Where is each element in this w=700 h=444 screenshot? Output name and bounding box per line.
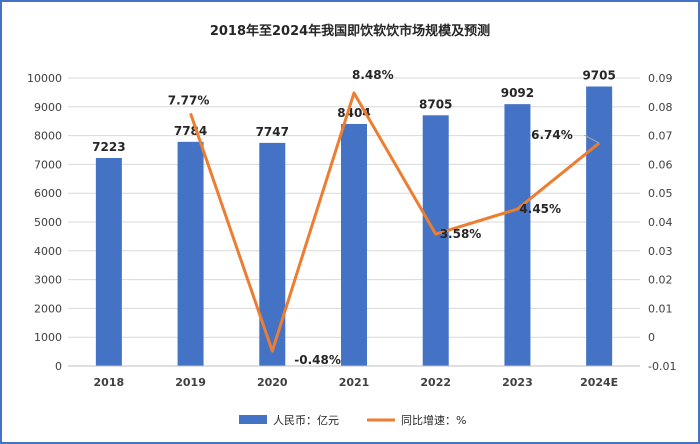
left-axis: 0 1000 2000 3000 4000 5000 6000 7000 8000 9000 100… — [27, 72, 62, 373]
bar-value-label: 9092 — [501, 86, 534, 100]
left-tick-label: 8000 — [34, 130, 62, 143]
bar — [95, 157, 122, 366]
bar-value-label: 9705 — [582, 68, 615, 82]
bar-value-label: 7747 — [256, 125, 289, 139]
bar-value-label: 7784 — [174, 124, 207, 138]
growth-line — [189, 91, 601, 353]
x-axis: 2018 2019 2020 2021 2022 2023 2024E — [68, 365, 640, 389]
right-tick-label: 0.02 — [648, 274, 673, 287]
data-label-leader-line — [583, 134, 600, 144]
right-tick-label: 0.09 — [648, 72, 673, 85]
right-tick-label: 0.08 — [648, 101, 673, 114]
bar — [177, 141, 204, 366]
chart-title: 2018年至2024年我国即饮软饮市场规模及预测 — [210, 23, 490, 39]
growth-value-label: 4.45% — [519, 202, 561, 216]
left-tick-label: 9000 — [34, 101, 62, 114]
growth-value-label: 7.77% — [168, 93, 210, 107]
left-tick-label: 6000 — [34, 187, 62, 200]
x-tick-label: 2021 — [339, 376, 370, 389]
right-tick-label: 0.01 — [648, 302, 673, 315]
x-tick-label: 2022 — [420, 376, 451, 389]
bar — [586, 86, 613, 366]
left-tick-label: 0 — [55, 360, 62, 373]
x-tick-label: 2019 — [175, 376, 206, 389]
legend-label-bar: 人民币：亿元 — [273, 414, 339, 427]
bar-value-label: 8705 — [419, 97, 452, 111]
left-tick-label: 7000 — [34, 158, 62, 171]
x-tick-label: 2024E — [580, 376, 618, 389]
legend-label-line: 同比增速：% — [401, 413, 466, 427]
bar-value-label: 7223 — [92, 140, 125, 154]
bar — [422, 115, 449, 367]
left-tick-label: 4000 — [34, 245, 62, 258]
left-tick-label: 10000 — [27, 72, 62, 85]
right-tick-label: 0.04 — [648, 216, 673, 229]
growth-value-label: -0.48% — [294, 353, 341, 367]
growth-value-label: 3.58% — [440, 227, 482, 241]
right-tick-label: 0.06 — [648, 158, 673, 171]
right-tick-label: -0.01 — [648, 360, 676, 373]
x-tick-label: 2018 — [94, 376, 125, 389]
growth-value-label: 8.48% — [352, 68, 394, 82]
x-tick-label: 2020 — [257, 376, 288, 389]
right-axis: -0.01 0 0.01 0.02 0.03 0.04 0.05 0.06 0.07 0.08 0.… — [648, 72, 676, 373]
legend-swatch-bar — [239, 415, 267, 424]
right-tick-label: 0.07 — [648, 130, 673, 143]
left-tick-label: 1000 — [34, 331, 62, 344]
growth-line-series: 7.77% -0.48% 8.48% 3.58% 4.45% 6.74% — [168, 68, 601, 367]
right-tick-label: 0 — [648, 331, 655, 344]
right-tick-label: 0.03 — [648, 245, 673, 258]
right-tick-label: 0.05 — [648, 187, 673, 200]
legend: 人民币：亿元 同比增速：% — [239, 413, 466, 427]
bar — [259, 142, 286, 366]
x-tick-label: 2023 — [502, 376, 533, 389]
bar — [341, 123, 367, 366]
growth-value-label: 6.74% — [531, 128, 573, 142]
bar — [504, 104, 531, 367]
left-tick-label: 2000 — [34, 302, 62, 315]
left-tick-label: 5000 — [34, 216, 62, 229]
left-tick-label: 3000 — [34, 274, 62, 287]
